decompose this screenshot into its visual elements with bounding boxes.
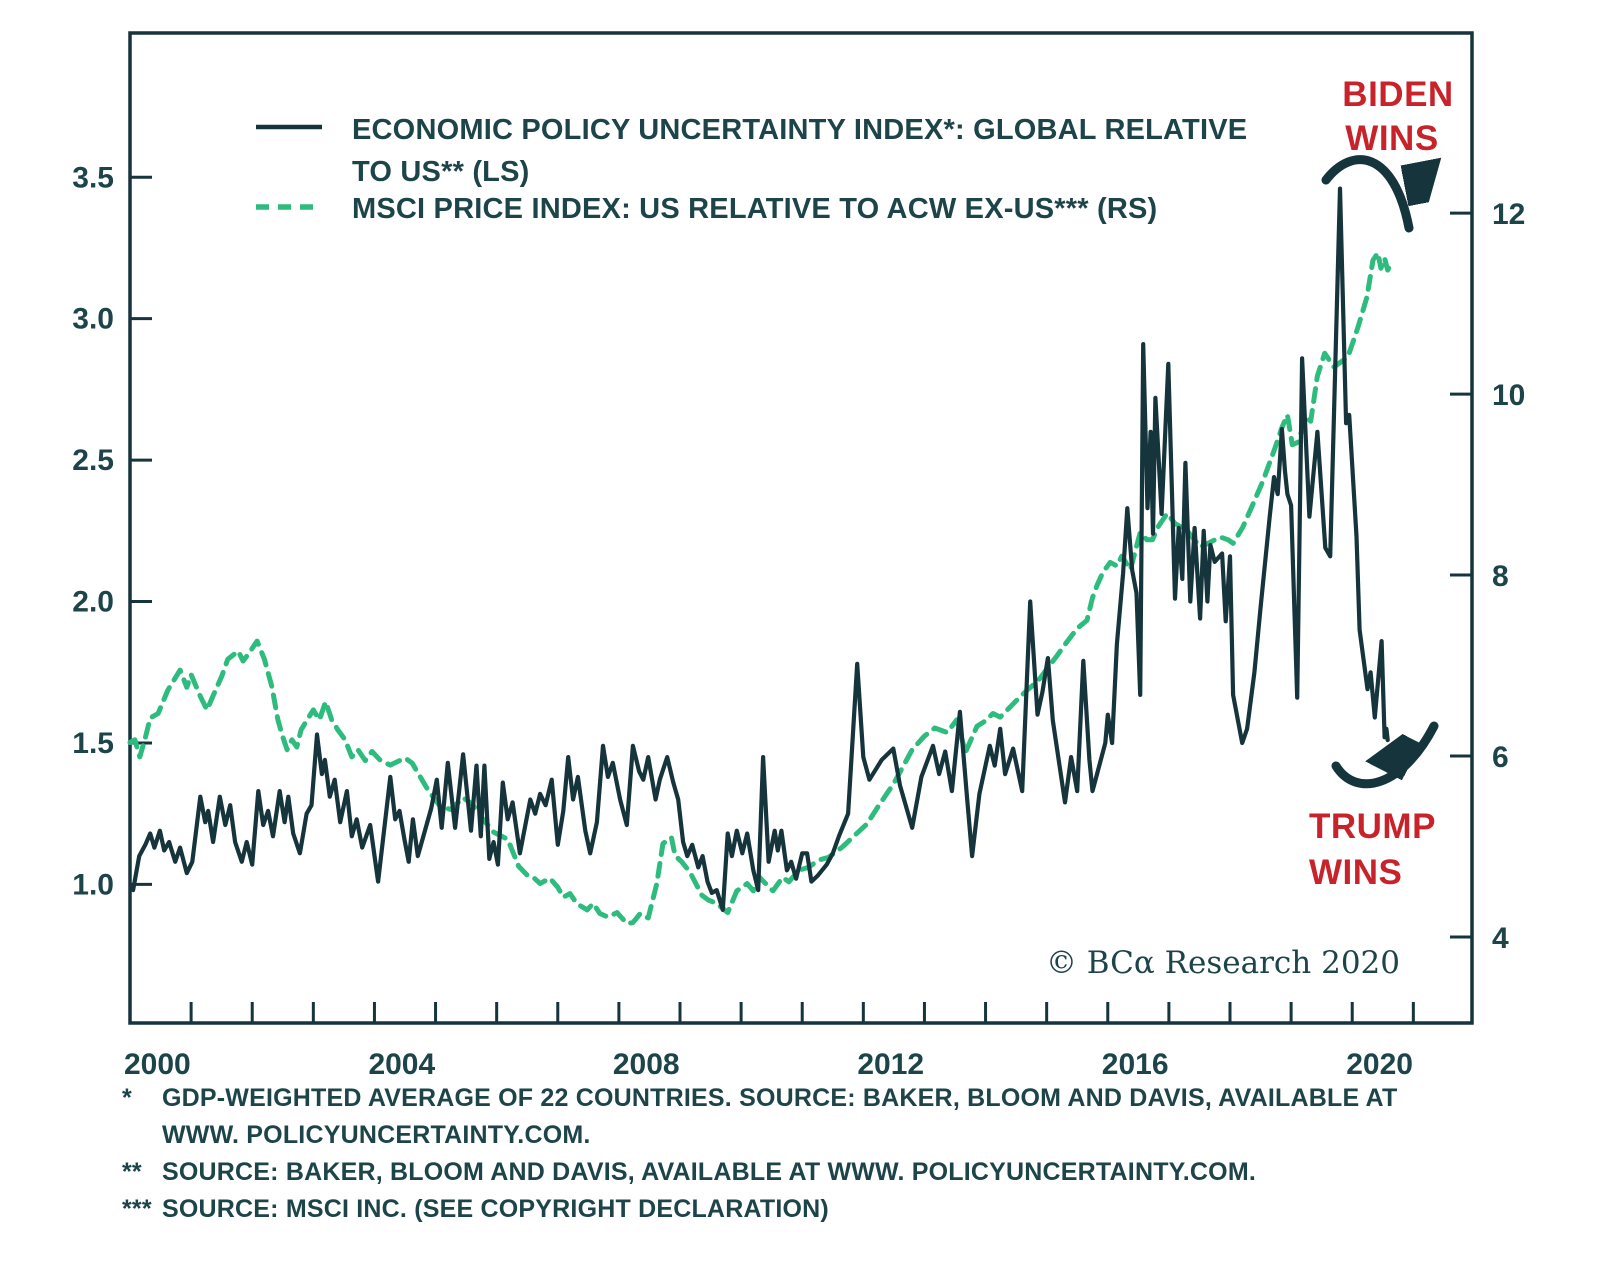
footnotes: * GDP-WEIGHTED AVERAGE OF 22 COUNTRIES. … [122, 1080, 1542, 1228]
x-tick-label: 2000 [124, 1048, 191, 1081]
right-axis-tick-label: 8 [1492, 560, 1509, 593]
annotation-trump-wins: TRUMP WINS [1309, 721, 1439, 892]
left-axis-tick-label: 2.5 [72, 444, 114, 477]
trump-wins-text-line2: WINS [1309, 853, 1402, 892]
left-axis-tick-label: 3.5 [72, 161, 114, 194]
right-axis-tick-label: 4 [1492, 922, 1509, 955]
trump-up-arrow-icon [1331, 721, 1439, 789]
left-axis-tick-label: 3.0 [72, 303, 114, 336]
legend-epu-label-line1: ECONOMIC POLICY UNCERTAINTY INDEX*: GLOB… [352, 114, 1247, 146]
x-tick-label: 2008 [613, 1048, 680, 1081]
plot-border [128, 31, 1474, 1025]
right-axis-tick-label: 12 [1492, 198, 1525, 231]
footnote-2-text: SOURCE: BAKER, BLOOM AND DAVIS, AVAILABL… [162, 1158, 1256, 1186]
annotation-biden-wins: BIDEN WINS [1321, 75, 1453, 233]
left-axis-tick-label: 2.0 [72, 586, 114, 619]
x-tick-label: 2016 [1102, 1048, 1169, 1081]
biden-down-arrow-icon [1321, 155, 1409, 233]
biden-wins-text-line1: BIDEN [1342, 75, 1453, 114]
footnote-1-marker: * [122, 1084, 132, 1112]
series-epu-line [131, 186, 1390, 913]
x-tick-label: 2012 [857, 1048, 924, 1081]
biden-wins-text-line2: WINS [1345, 119, 1438, 158]
footnote-2: ** SOURCE: BAKER, BLOOM AND DAVIS, AVAIL… [122, 1154, 1542, 1191]
footnote-3: *** SOURCE: MSCI INC. (SEE COPYRIGHT DEC… [122, 1191, 1542, 1228]
footnote-2-marker: ** [122, 1158, 142, 1186]
legend-msci-label: MSCI PRICE INDEX: US RELATIVE TO ACW EX-… [352, 193, 1157, 225]
copyright-text: © BCα Research 2020 [1046, 945, 1400, 981]
legend: ECONOMIC POLICY UNCERTAINTY INDEX*: GLOB… [256, 114, 1247, 225]
x-tick-label: 2004 [368, 1048, 435, 1081]
right-axis-tick-label: 6 [1492, 741, 1509, 774]
left-axis-tick-label: 1.0 [72, 868, 114, 901]
plot-area: 2000 2004 2008 2012 2016 2020 3.5 3.0 2.5 2.0 1.5 1… [72, 31, 1525, 1081]
left-axis-tick-label: 1.5 [72, 727, 114, 760]
footnote-3-text: SOURCE: MSCI INC. (SEE COPYRIGHT DECLARA… [162, 1195, 829, 1223]
legend-epu-label-line2: TO US** (LS) [352, 156, 530, 188]
trump-wins-text-line1: TRUMP [1309, 807, 1436, 846]
footnote-1: * GDP-WEIGHTED AVERAGE OF 22 COUNTRIES. … [122, 1080, 1542, 1154]
x-tick-label: 2020 [1346, 1048, 1413, 1081]
footnote-3-marker: *** [122, 1195, 152, 1223]
right-axis-tick-label: 10 [1492, 379, 1525, 412]
footnote-1-text: GDP-WEIGHTED AVERAGE OF 22 COUNTRIES. SO… [162, 1084, 1398, 1149]
